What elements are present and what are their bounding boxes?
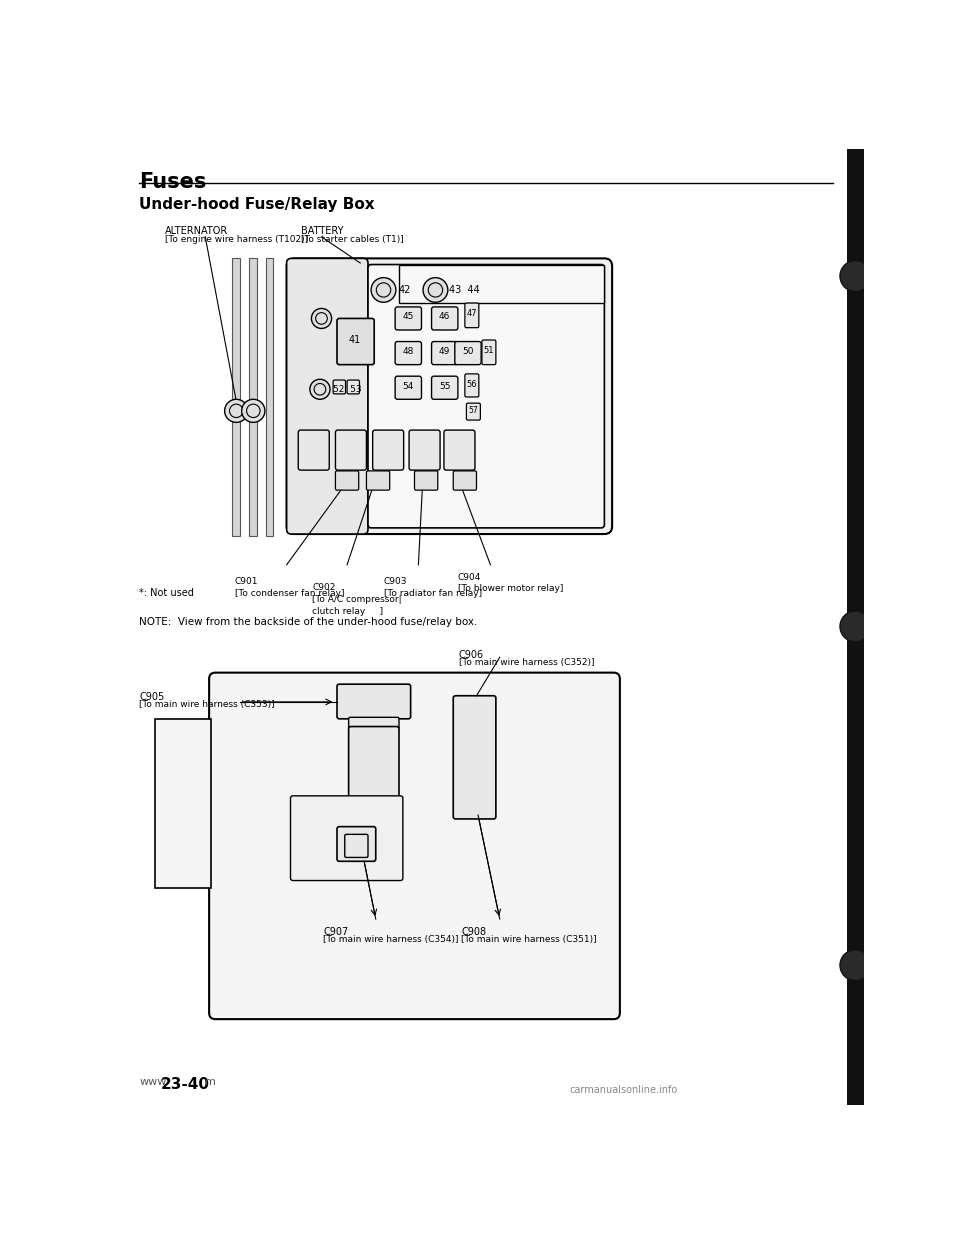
FancyBboxPatch shape [367, 471, 390, 491]
FancyBboxPatch shape [409, 430, 440, 471]
Text: [To main wire harness (C352)]: [To main wire harness (C352)] [459, 658, 594, 667]
Bar [155, 719, 210, 888]
FancyBboxPatch shape [396, 376, 421, 399]
Circle shape [840, 261, 871, 292]
FancyBboxPatch shape [335, 471, 359, 491]
FancyBboxPatch shape [287, 258, 368, 534]
Text: *: Not used: *: Not used [139, 587, 194, 597]
Text: [To main wire harness (C353)]: [To main wire harness (C353)] [139, 700, 275, 709]
Text: Fuses: Fuses [139, 173, 206, 193]
FancyBboxPatch shape [209, 673, 620, 1020]
FancyBboxPatch shape [333, 380, 346, 394]
Text: 49: 49 [439, 347, 450, 356]
Circle shape [310, 379, 330, 399]
FancyBboxPatch shape [348, 727, 399, 811]
Text: carmanualsonline.info: carmanualsonline.info [569, 1084, 678, 1094]
Circle shape [242, 399, 265, 422]
Text: 55: 55 [439, 381, 450, 391]
Text: 56: 56 [467, 380, 477, 389]
Circle shape [423, 278, 447, 302]
Text: C907: C907 [324, 927, 348, 936]
Text: 57: 57 [468, 406, 478, 415]
Text: [To main wire harness (C354)]: [To main wire harness (C354)] [324, 935, 459, 944]
Text: 51: 51 [484, 347, 494, 355]
FancyBboxPatch shape [465, 303, 479, 328]
Text: 45: 45 [402, 313, 414, 322]
Text: 50: 50 [462, 347, 473, 356]
Text: NOTE:  View from the backside of the under-hood fuse/relay box.: NOTE: View from the backside of the unde… [139, 617, 478, 627]
Circle shape [311, 308, 331, 328]
Bar [399, 265, 605, 303]
Text: ALTERNATOR: ALTERNATOR [165, 226, 228, 236]
FancyBboxPatch shape [432, 307, 458, 330]
FancyBboxPatch shape [453, 696, 496, 818]
FancyBboxPatch shape [372, 430, 403, 471]
Text: www.: www. [139, 1077, 169, 1087]
Text: 48: 48 [402, 347, 414, 356]
FancyBboxPatch shape [348, 718, 399, 729]
FancyBboxPatch shape [345, 835, 368, 857]
FancyBboxPatch shape [444, 430, 475, 471]
Text: m: m [205, 1077, 216, 1087]
FancyBboxPatch shape [482, 340, 496, 365]
Bar [847, 149, 864, 1105]
Text: BATTERY: BATTERY [300, 226, 343, 236]
FancyBboxPatch shape [291, 796, 403, 881]
FancyBboxPatch shape [348, 380, 359, 394]
Text: 43  44: 43 44 [448, 286, 479, 296]
FancyBboxPatch shape [432, 376, 458, 399]
FancyBboxPatch shape [337, 827, 375, 861]
Text: [To starter cables (T1)]: [To starter cables (T1)] [300, 235, 403, 243]
FancyBboxPatch shape [337, 318, 374, 365]
FancyBboxPatch shape [299, 430, 329, 471]
FancyBboxPatch shape [287, 258, 612, 534]
Text: C908: C908 [461, 927, 486, 936]
FancyBboxPatch shape [467, 404, 480, 420]
Text: C901
[To condenser fan relay]: C901 [To condenser fan relay] [234, 578, 345, 597]
Text: C903
[To radiator fan relay]: C903 [To radiator fan relay] [383, 578, 482, 597]
FancyBboxPatch shape [337, 684, 411, 719]
Text: C906: C906 [459, 650, 484, 660]
FancyBboxPatch shape [396, 342, 421, 365]
Text: C902
[To A/C compressor|
clutch relay     ]: C902 [To A/C compressor| clutch relay ] [312, 584, 402, 616]
FancyBboxPatch shape [415, 471, 438, 491]
FancyBboxPatch shape [465, 374, 479, 397]
Text: [To engine wire harness (T102)]: [To engine wire harness (T102)] [165, 235, 308, 243]
Circle shape [840, 611, 871, 642]
FancyBboxPatch shape [368, 265, 605, 528]
Text: C904
[To blower motor relay]: C904 [To blower motor relay] [458, 573, 564, 594]
Text: 52  53: 52 53 [333, 385, 362, 395]
Text: 47: 47 [467, 309, 477, 318]
Circle shape [225, 399, 248, 422]
Text: Under-hood Fuse/Relay Box: Under-hood Fuse/Relay Box [139, 196, 375, 212]
FancyBboxPatch shape [453, 471, 476, 491]
Circle shape [372, 278, 396, 302]
Text: 23-40: 23-40 [160, 1077, 209, 1092]
Text: 41: 41 [348, 335, 361, 345]
Text: 46: 46 [439, 313, 450, 322]
Bar [266, 258, 274, 535]
Bar [250, 258, 257, 535]
FancyBboxPatch shape [335, 430, 367, 471]
Circle shape [840, 950, 871, 981]
Text: C905: C905 [139, 692, 164, 702]
Bar [232, 258, 240, 535]
Text: 54: 54 [402, 381, 414, 391]
FancyBboxPatch shape [396, 307, 421, 330]
FancyBboxPatch shape [432, 342, 458, 365]
FancyBboxPatch shape [455, 342, 481, 365]
Text: [To main wire harness (C351)]: [To main wire harness (C351)] [461, 935, 596, 944]
Text: 42: 42 [398, 286, 411, 296]
